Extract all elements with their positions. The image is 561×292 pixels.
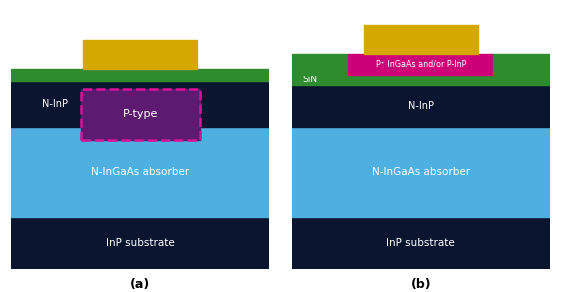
Text: InP substrate: InP substrate [387, 238, 455, 248]
Bar [292, 127, 550, 217]
Bar [348, 54, 493, 75]
Text: Metal contact: Metal contact [100, 50, 181, 60]
Bar [292, 217, 550, 269]
Text: (a): (a) [130, 278, 150, 291]
Text: P-type: P-type [122, 110, 158, 119]
Bar [81, 89, 200, 140]
Text: N-InGaAs absorber: N-InGaAs absorber [91, 167, 189, 177]
Bar [11, 217, 269, 269]
Bar [292, 75, 550, 85]
Bar [11, 127, 269, 217]
Text: InP substrate: InP substrate [106, 238, 174, 248]
Bar [11, 81, 269, 127]
Bar [84, 40, 197, 69]
Bar [292, 54, 348, 75]
Bar [292, 85, 550, 127]
Text: P⁺ InGaAs and/or P-InP: P⁺ InGaAs and/or P-InP [375, 60, 466, 69]
Bar [364, 25, 477, 54]
Text: N-InP: N-InP [408, 101, 434, 111]
Text: SiN: SiN [302, 75, 317, 84]
Bar [81, 89, 200, 140]
Bar [493, 54, 550, 75]
Text: N-InGaAs absorber: N-InGaAs absorber [372, 167, 470, 177]
Text: (b): (b) [411, 278, 431, 291]
Text: Metal contact: Metal contact [380, 34, 461, 44]
Text: N-InP: N-InP [42, 99, 68, 109]
Text: SiN: SiN [21, 71, 36, 80]
Bar [11, 69, 269, 81]
